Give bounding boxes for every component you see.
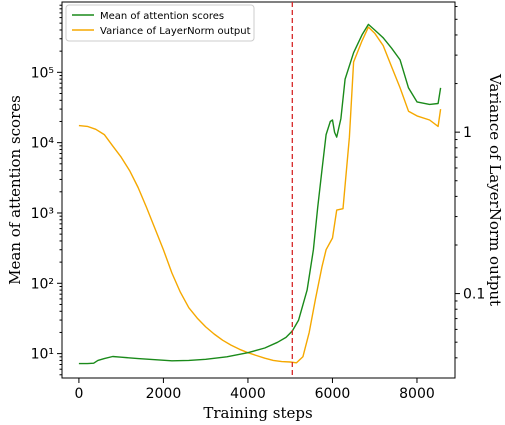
right-tick-label: 0.1: [463, 287, 485, 303]
x-tick-label: 4000: [230, 386, 266, 402]
x-tick-label: 6000: [315, 386, 351, 402]
x-tick-label: 8000: [399, 386, 435, 402]
left-tick-label: 10⁴: [31, 136, 55, 152]
left-y-axis: 10¹ 10² 10³ 10⁴ 10⁵: [31, 5, 62, 375]
left-tick-label: 10⁵: [31, 65, 54, 81]
x-axis-title: Training steps: [203, 404, 312, 422]
right-y-axis: 0.11: [455, 7, 485, 358]
legend-label-layernorm: Variance of LayerNorm output: [100, 26, 251, 37]
right-tick-label: 1: [463, 125, 472, 141]
right-y-axis-title: Variance of LayerNorm output: [486, 73, 504, 306]
left-tick-label: 10²: [31, 276, 54, 292]
left-y-axis-title: Mean of attention scores: [6, 95, 24, 285]
plot-frame: [62, 2, 455, 378]
legend: Mean of attention scores Variance of Lay…: [66, 5, 254, 41]
x-tick-label: 0: [74, 386, 83, 402]
x-tick-label: 2000: [146, 386, 182, 402]
legend-label-attention: Mean of attention scores: [100, 11, 224, 22]
left-tick-label: 10¹: [31, 347, 54, 363]
left-tick-label: 10³: [31, 206, 54, 222]
x-axis: 0 2000 4000 6000 8000: [74, 378, 434, 402]
